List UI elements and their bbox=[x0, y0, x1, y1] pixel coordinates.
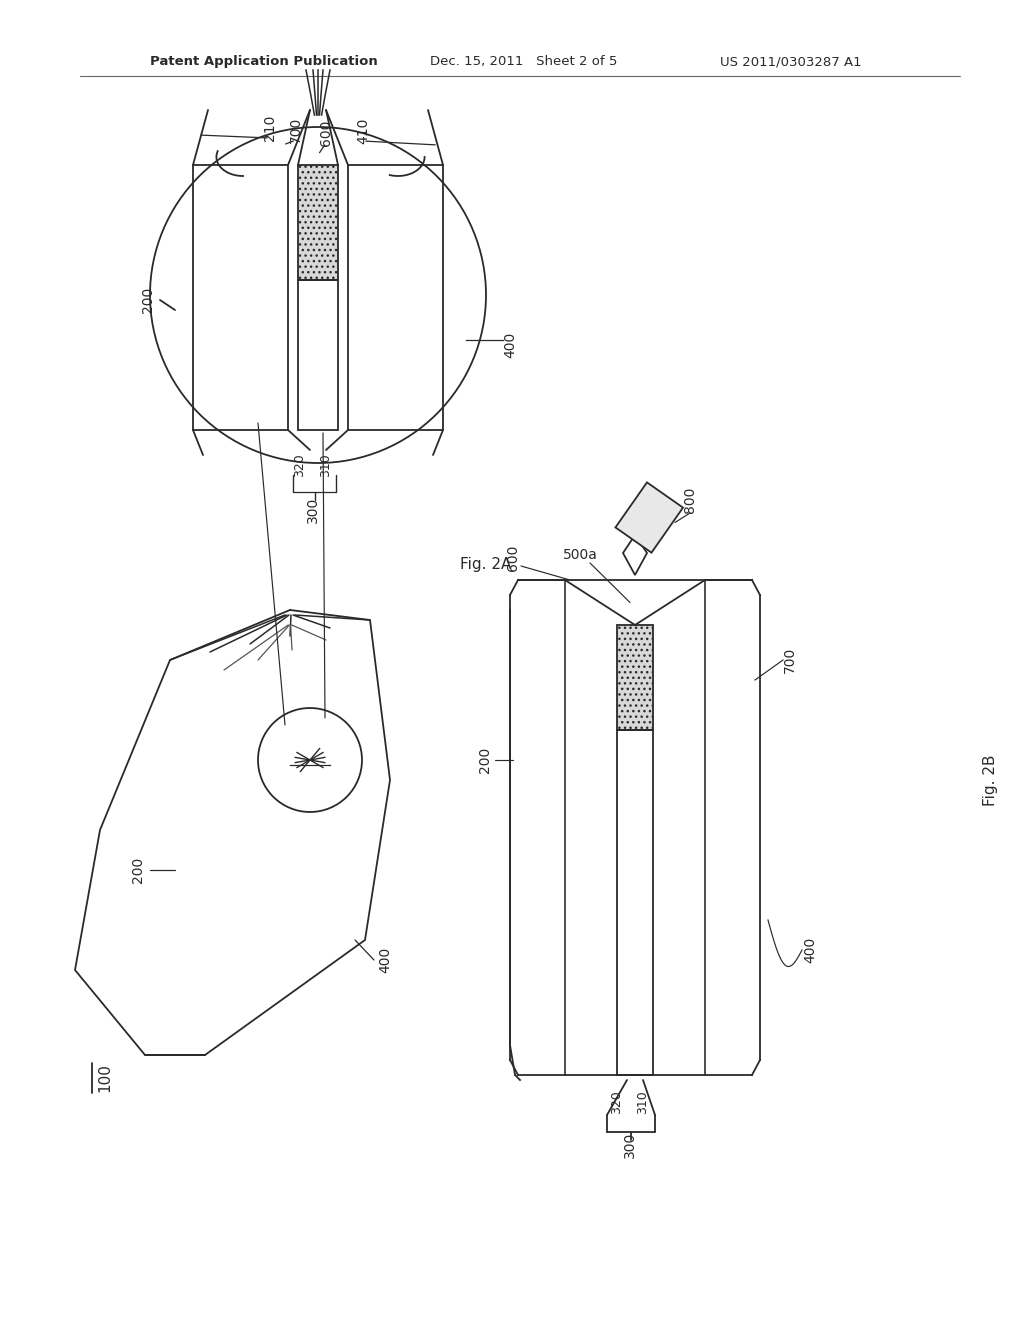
Text: 100: 100 bbox=[97, 1064, 113, 1093]
Text: 200: 200 bbox=[478, 747, 492, 774]
Bar bbox=[617, 730, 653, 1074]
Text: 400: 400 bbox=[378, 946, 392, 973]
Text: Fig. 2A: Fig. 2A bbox=[460, 557, 511, 573]
Text: 320: 320 bbox=[610, 1090, 624, 1114]
Text: 320: 320 bbox=[294, 453, 306, 477]
Text: 700: 700 bbox=[783, 647, 797, 673]
Text: 300: 300 bbox=[306, 496, 319, 523]
Text: Patent Application Publication: Patent Application Publication bbox=[150, 55, 378, 69]
Text: 600: 600 bbox=[319, 120, 333, 147]
Polygon shape bbox=[615, 482, 683, 553]
Text: 410: 410 bbox=[356, 117, 370, 144]
Text: 500a: 500a bbox=[562, 548, 597, 562]
Bar bbox=[298, 165, 338, 280]
Text: Dec. 15, 2011   Sheet 2 of 5: Dec. 15, 2011 Sheet 2 of 5 bbox=[430, 55, 617, 69]
Text: 310: 310 bbox=[319, 453, 333, 477]
Bar bbox=[617, 624, 653, 730]
Text: Fig. 2B: Fig. 2B bbox=[982, 754, 997, 805]
Text: 210: 210 bbox=[263, 115, 278, 141]
Text: US 2011/0303287 A1: US 2011/0303287 A1 bbox=[720, 55, 861, 69]
Text: 400: 400 bbox=[503, 331, 517, 358]
Bar bbox=[298, 280, 338, 430]
Text: 200: 200 bbox=[131, 857, 145, 883]
Text: 310: 310 bbox=[637, 1090, 649, 1114]
Text: 600: 600 bbox=[506, 545, 520, 572]
Text: 400: 400 bbox=[803, 937, 817, 964]
Text: 300: 300 bbox=[623, 1131, 637, 1158]
Text: 200: 200 bbox=[141, 286, 155, 313]
Text: 800: 800 bbox=[683, 487, 697, 513]
Bar bbox=[348, 165, 443, 430]
Bar bbox=[193, 165, 288, 430]
Text: 700: 700 bbox=[289, 117, 303, 143]
